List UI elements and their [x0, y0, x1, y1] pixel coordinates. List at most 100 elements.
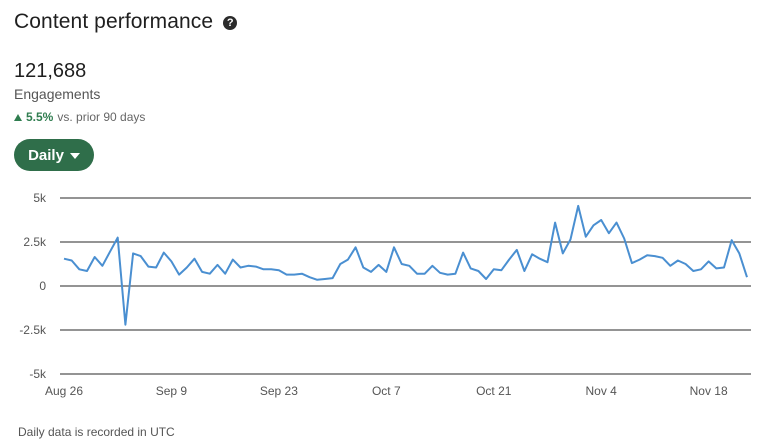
data-point[interactable]	[308, 275, 312, 279]
data-point[interactable]	[446, 273, 450, 277]
y-tick-label: 5k	[33, 191, 47, 205]
data-point[interactable]	[85, 269, 89, 273]
data-point[interactable]	[354, 245, 358, 249]
data-point[interactable]	[730, 238, 734, 242]
data-point[interactable]	[239, 266, 243, 270]
data-point[interactable]	[285, 273, 289, 277]
data-point[interactable]	[592, 223, 596, 227]
data-point[interactable]	[223, 272, 227, 276]
data-point[interactable]	[561, 251, 565, 255]
data-point[interactable]	[269, 267, 273, 271]
data-point[interactable]	[676, 259, 680, 263]
data-point[interactable]	[369, 270, 373, 274]
data-point[interactable]	[668, 264, 672, 268]
data-point[interactable]	[507, 258, 511, 262]
question-circle-icon[interactable]: ?	[223, 15, 238, 30]
y-tick-label: 0	[39, 279, 46, 293]
change-percent: 5.5%	[26, 110, 54, 124]
data-point[interactable]	[292, 273, 296, 277]
x-tick-label: Oct 21	[476, 384, 512, 398]
data-point[interactable]	[630, 261, 634, 265]
data-point[interactable]	[469, 266, 473, 270]
data-point[interactable]	[699, 267, 703, 271]
data-point[interactable]	[584, 235, 588, 239]
data-point[interactable]	[684, 262, 688, 266]
y-tick-label: -5k	[29, 367, 47, 381]
data-point[interactable]	[522, 269, 526, 273]
data-point[interactable]	[615, 221, 619, 225]
data-point[interactable]	[139, 254, 143, 258]
data-point[interactable]	[231, 258, 235, 262]
data-point[interactable]	[116, 236, 120, 240]
data-point[interactable]	[185, 266, 189, 270]
data-point[interactable]	[146, 265, 150, 269]
data-point[interactable]	[384, 270, 388, 274]
data-point[interactable]	[538, 257, 542, 261]
data-point[interactable]	[315, 278, 319, 282]
data-point[interactable]	[154, 266, 158, 270]
data-point[interactable]	[377, 263, 381, 267]
data-point[interactable]	[423, 272, 427, 276]
data-point[interactable]	[430, 264, 434, 268]
data-point[interactable]	[622, 237, 626, 241]
data-point[interactable]	[208, 272, 212, 276]
data-point[interactable]	[400, 262, 404, 266]
data-point[interactable]	[530, 252, 534, 256]
data-point[interactable]	[100, 264, 104, 268]
data-point[interactable]	[193, 257, 197, 261]
data-point[interactable]	[93, 255, 97, 259]
engagements-label: Engagements	[14, 86, 101, 102]
period-dropdown-button[interactable]: Daily	[14, 139, 94, 171]
data-point[interactable]	[162, 251, 166, 255]
data-point[interactable]	[108, 250, 112, 254]
data-point[interactable]	[453, 272, 457, 276]
data-point[interactable]	[254, 265, 258, 269]
data-point[interactable]	[331, 276, 335, 280]
data-point[interactable]	[323, 277, 327, 281]
data-point[interactable]	[415, 272, 419, 276]
data-point[interactable]	[361, 266, 365, 270]
data-point[interactable]	[300, 272, 304, 276]
data-point[interactable]	[62, 257, 66, 261]
data-point[interactable]	[569, 237, 573, 241]
data-point[interactable]	[576, 204, 580, 208]
data-point[interactable]	[200, 270, 204, 274]
data-point[interactable]	[722, 266, 726, 270]
data-point[interactable]	[123, 323, 127, 327]
data-point[interactable]	[707, 259, 711, 263]
data-point[interactable]	[246, 264, 250, 268]
data-point[interactable]	[438, 271, 442, 275]
data-point[interactable]	[177, 273, 181, 277]
data-point[interactable]	[638, 258, 642, 262]
data-point[interactable]	[499, 268, 503, 272]
data-point[interactable]	[131, 251, 135, 255]
data-point[interactable]	[745, 275, 749, 279]
data-point[interactable]	[77, 267, 81, 271]
data-point[interactable]	[645, 253, 649, 257]
data-point[interactable]	[484, 277, 488, 281]
card-header: Content performance ?	[14, 10, 238, 34]
data-point[interactable]	[599, 218, 603, 222]
footnote: Daily data is recorded in UTC	[18, 425, 175, 439]
data-point[interactable]	[70, 259, 74, 263]
data-point[interactable]	[661, 256, 665, 260]
data-point[interactable]	[392, 245, 396, 249]
data-point[interactable]	[714, 266, 718, 270]
data-point[interactable]	[737, 251, 741, 255]
data-point[interactable]	[277, 268, 281, 272]
data-point[interactable]	[407, 264, 411, 268]
data-point[interactable]	[169, 259, 173, 263]
data-point[interactable]	[607, 231, 611, 235]
data-point[interactable]	[338, 262, 342, 266]
data-point[interactable]	[515, 248, 519, 252]
data-point[interactable]	[691, 269, 695, 273]
data-point[interactable]	[216, 263, 220, 267]
data-point[interactable]	[346, 258, 350, 262]
data-point[interactable]	[653, 254, 657, 258]
data-point[interactable]	[553, 221, 557, 225]
data-point[interactable]	[546, 260, 550, 264]
data-point[interactable]	[476, 269, 480, 273]
data-point[interactable]	[461, 251, 465, 255]
data-point[interactable]	[262, 267, 266, 271]
data-point[interactable]	[492, 267, 496, 271]
